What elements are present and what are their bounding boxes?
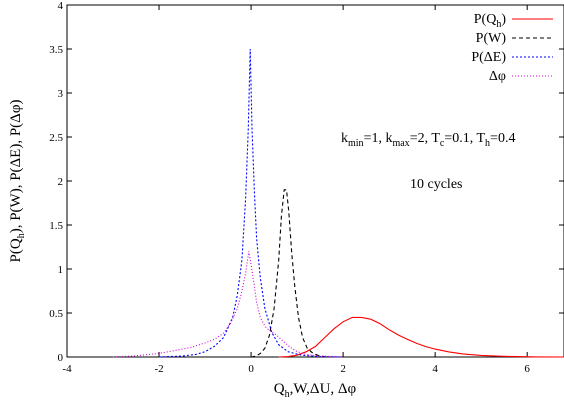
params-annotation: kmin=1, kmax=2, Tc=0.1, Th=0.4: [341, 131, 515, 149]
legend-label-1: P(W): [476, 31, 507, 46]
y-tick-label: 1: [58, 264, 64, 276]
x-tick-label: -2: [154, 363, 163, 375]
params-text: =2, T: [410, 131, 441, 146]
x-tick-label: 6: [524, 363, 530, 375]
y-tick-label: 0.5: [49, 308, 63, 320]
y-tick-label: 0: [58, 352, 64, 364]
y-axis-title-p2: ), P(W), P(ΔE), P(Δφ): [8, 100, 24, 234]
x-tick-label: 4: [432, 363, 438, 375]
series-line-2: [158, 48, 344, 358]
y-tick-label: 3: [58, 88, 64, 100]
params-sub: h: [485, 138, 490, 149]
legend-label-main: P(Q: [474, 12, 497, 27]
params-text: =0.4: [490, 131, 515, 146]
legend-label-main: Δφ: [489, 69, 506, 84]
y-axis-title-p1: P(Q: [8, 238, 24, 262]
x-axis-title-sub: h: [285, 389, 290, 400]
axis-ticks: -4 -2 0 2 4 6 0 0.5 1 1.5 2 2.5 3 3.5 4: [49, 0, 564, 375]
legend-label-rest: ): [501, 12, 506, 27]
legend: P(Qh)P(W)P(ΔE)Δφ: [471, 12, 553, 84]
y-axis-title: P(Qh), P(W), P(ΔE), P(Δφ): [8, 100, 27, 263]
legend-label-main: P(ΔE): [471, 50, 506, 65]
x-axis-title-rest: ,W,ΔU, Δφ: [290, 381, 357, 397]
params-sub: c: [440, 138, 445, 149]
series-line-1: [250, 189, 330, 358]
y-axis-title-sub: h: [16, 233, 27, 238]
y-tick-label: 1.5: [49, 220, 63, 232]
y-tick-label: 2.5: [49, 132, 63, 144]
x-tick-label: 2: [340, 363, 346, 375]
x-axis-title: Qh,W,ΔU, Δφ: [274, 381, 357, 400]
params-sub: min: [348, 138, 364, 149]
x-tick-label: -4: [62, 363, 72, 375]
legend-label-main: P(W): [476, 31, 507, 46]
cycles-annotation: 10 cycles: [410, 177, 462, 192]
x-tick-label: 0: [248, 363, 254, 375]
y-tick-label: 2: [58, 176, 64, 188]
series-line-3: [112, 251, 344, 358]
legend-label-sub: h: [496, 19, 501, 30]
y-tick-label: 4: [58, 0, 64, 12]
legend-label-2: P(ΔE): [471, 50, 506, 65]
y-tick-label: 3.5: [49, 44, 63, 56]
series-layer: [112, 48, 564, 358]
params-sub: max: [392, 138, 409, 149]
x-axis-title-main: Q: [274, 381, 285, 397]
series-line-0: [278, 316, 564, 358]
params-text: =1, k: [364, 131, 393, 146]
legend-label-0: P(Qh): [474, 12, 507, 30]
params-text: =0.1, T: [444, 131, 485, 146]
legend-label-3: Δφ: [489, 69, 506, 84]
params-text: k: [341, 131, 348, 146]
